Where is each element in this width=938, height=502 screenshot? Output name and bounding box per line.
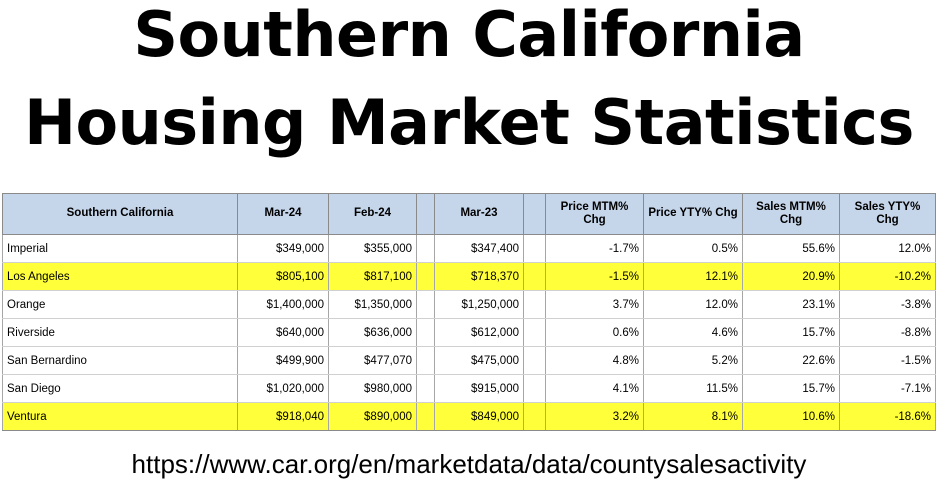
cell-region: Imperial [2, 234, 238, 263]
header-mar23: Mar-23 [434, 193, 524, 235]
cell-sales-yty: -10.2% [839, 262, 936, 291]
table-row: Los Angeles $805,100 $817,100 $718,370 -1.5%… [2, 262, 936, 291]
cell-sales-yty: -8.8% [839, 318, 936, 347]
cell-feb24: $477,070 [328, 346, 417, 375]
cell-price-mtm: 4.1% [545, 374, 644, 403]
cell-price-mtm: -1.7% [545, 234, 644, 263]
cell-gap [416, 402, 435, 431]
table-header-row: Southern California Mar-24 Feb-24 Mar-23 Pri… [2, 193, 936, 235]
cell-mar23: $347,400 [434, 234, 524, 263]
cell-price-mtm: 4.8% [545, 346, 644, 375]
cell-gap [416, 262, 435, 291]
cell-sales-mtm: 20.9% [742, 262, 840, 291]
cell-feb24: $355,000 [328, 234, 417, 263]
cell-sales-yty: -3.8% [839, 290, 936, 319]
table-row: Riverside $640,000 $636,000 $612,000 0.6% 4.6… [2, 318, 936, 347]
cell-gap [416, 374, 435, 403]
cell-sales-mtm: 10.6% [742, 402, 840, 431]
cell-price-yty: 11.5% [643, 374, 743, 403]
header-region: Southern California [2, 193, 238, 235]
cell-mar23: $612,000 [434, 318, 524, 347]
cell-price-yty: 12.1% [643, 262, 743, 291]
cell-gap [523, 402, 546, 431]
cell-mar24: $918,040 [237, 402, 329, 431]
cell-price-mtm: 0.6% [545, 318, 644, 347]
cell-mar23: $475,000 [434, 346, 524, 375]
table-row: Ventura $918,040 $890,000 $849,000 3.2% 8.1% 1… [2, 402, 936, 431]
cell-sales-mtm: 23.1% [742, 290, 840, 319]
cell-feb24: $636,000 [328, 318, 417, 347]
table-row: Orange $1,400,000 $1,350,000 $1,250,000 3.7%… [2, 290, 936, 319]
cell-gap [416, 234, 435, 263]
cell-price-mtm: 3.7% [545, 290, 644, 319]
cell-mar23: $718,370 [434, 262, 524, 291]
page-title-line-2: Housing Market Statistics [24, 86, 914, 159]
cell-sales-yty: -18.6% [839, 402, 936, 431]
header-price-mtm: Price MTM% Chg [545, 193, 644, 235]
cell-price-yty: 0.5% [643, 234, 743, 263]
cell-gap [523, 374, 546, 403]
header-gap-2 [523, 193, 546, 235]
housing-stats-table: Southern California Mar-24 Feb-24 Mar-23 Pri… [2, 193, 936, 431]
cell-region: San Diego [2, 374, 238, 403]
cell-sales-mtm: 15.7% [742, 374, 840, 403]
cell-sales-yty: 12.0% [839, 234, 936, 263]
cell-price-yty: 4.6% [643, 318, 743, 347]
header-sales-mtm: Sales MTM% Chg [742, 193, 840, 235]
cell-feb24: $980,000 [328, 374, 417, 403]
cell-sales-mtm: 15.7% [742, 318, 840, 347]
header-price-yty: Price YTY% Chg [643, 193, 743, 235]
cell-sales-yty: -7.1% [839, 374, 936, 403]
header-gap-1 [416, 193, 435, 235]
source-url: https://www.car.org/en/marketdata/data/c… [131, 449, 807, 479]
cell-feb24: $1,350,000 [328, 290, 417, 319]
cell-gap [416, 346, 435, 375]
cell-gap [523, 318, 546, 347]
cell-mar24: $1,400,000 [237, 290, 329, 319]
cell-feb24: $817,100 [328, 262, 417, 291]
cell-mar23: $1,250,000 [434, 290, 524, 319]
header-mar24: Mar-24 [237, 193, 329, 235]
cell-mar24: $499,900 [237, 346, 329, 375]
cell-price-mtm: -1.5% [545, 262, 644, 291]
cell-gap [523, 234, 546, 263]
cell-gap [523, 346, 546, 375]
page-title-line-1: Southern California [133, 0, 805, 71]
cell-price-yty: 8.1% [643, 402, 743, 431]
header-sales-yty: Sales YTY% Chg [839, 193, 936, 235]
cell-region: Orange [2, 290, 238, 319]
cell-price-mtm: 3.2% [545, 402, 644, 431]
cell-price-yty: 12.0% [643, 290, 743, 319]
cell-region: San Bernardino [2, 346, 238, 375]
cell-mar23: $915,000 [434, 374, 524, 403]
cell-gap [523, 262, 546, 291]
table-row: San Bernardino $499,900 $477,070 $475,000 4.… [2, 346, 936, 375]
table-body: Imperial $349,000 $355,000 $347,400 -1.7% 0.5… [2, 234, 936, 431]
header-feb24: Feb-24 [328, 193, 417, 235]
cell-mar24: $805,100 [237, 262, 329, 291]
cell-mar24: $1,020,000 [237, 374, 329, 403]
cell-feb24: $890,000 [328, 402, 417, 431]
cell-mar24: $349,000 [237, 234, 329, 263]
cell-mar23: $849,000 [434, 402, 524, 431]
cell-sales-mtm: 55.6% [742, 234, 840, 263]
table-row: Imperial $349,000 $355,000 $347,400 -1.7% 0.5… [2, 234, 936, 263]
cell-region: Los Angeles [2, 262, 238, 291]
cell-gap [416, 318, 435, 347]
cell-gap [523, 290, 546, 319]
cell-region: Riverside [2, 318, 238, 347]
cell-gap [416, 290, 435, 319]
cell-sales-mtm: 22.6% [742, 346, 840, 375]
cell-sales-yty: -1.5% [839, 346, 936, 375]
cell-mar24: $640,000 [237, 318, 329, 347]
table-row: San Diego $1,020,000 $980,000 $915,000 4.1% 1… [2, 374, 936, 403]
cell-price-yty: 5.2% [643, 346, 743, 375]
cell-region: Ventura [2, 402, 238, 431]
